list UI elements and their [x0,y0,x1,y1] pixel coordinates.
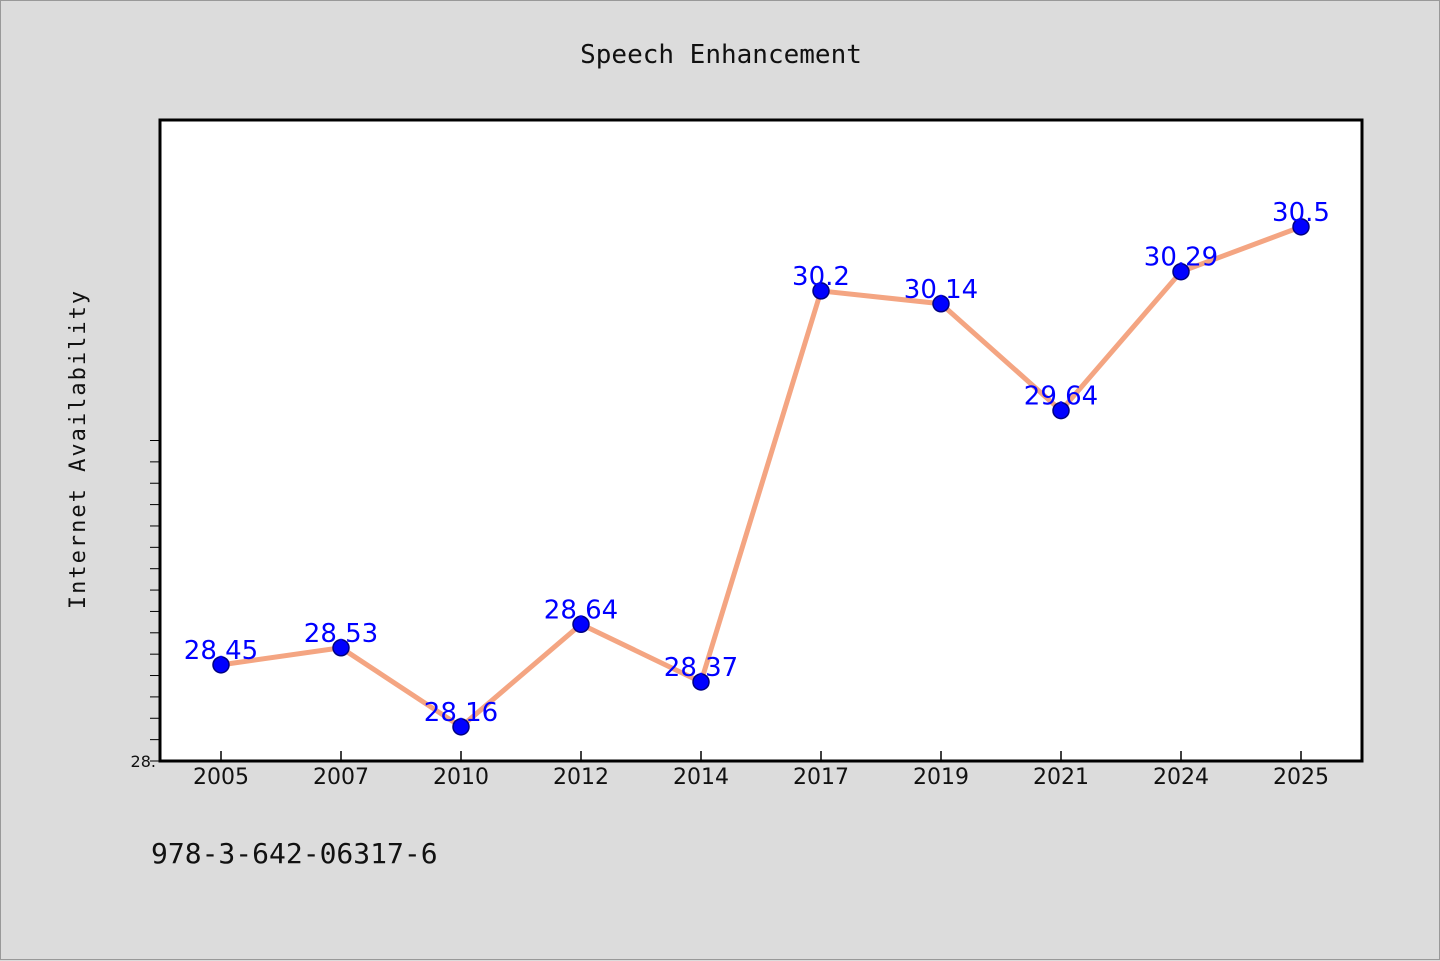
data-label: 30.2 [792,262,850,292]
x-tick-label: 2025 [1273,765,1329,790]
data-label: 28.45 [184,636,258,666]
x-tick-label: 2010 [433,765,489,790]
x-tick-label: 2007 [313,765,369,790]
data-labels: 28.45 28.53 28.16 28.64 28.37 30.2 30.14 29.64 3… [184,198,1330,728]
x-tick-label: 2017 [793,765,849,790]
plot-area [158,118,1364,763]
x-tick-label: 2012 [553,765,609,790]
data-point [932,295,950,313]
data-label: 28.37 [664,653,738,683]
data-point [1052,401,1070,420]
data-point [692,673,710,691]
data-point [332,639,350,657]
y-axis-ticks: 28. [131,440,160,771]
data-point [1172,262,1190,281]
footer-isbn: 978-3-642-06317-6 [151,837,438,870]
series-layer [212,218,1310,736]
data-label: 30.29 [1144,243,1218,273]
x-tick-label: 2014 [673,765,729,790]
series-line [218,224,1304,730]
x-tick-label: 2019 [913,765,969,790]
data-label: 30.14 [904,275,978,305]
x-axis-ticks: 2005 2007 2010 2012 2014 2017 2019 2021 2024 2025 [193,751,1329,790]
data-point [572,615,590,634]
data-label: 28.64 [544,595,618,625]
data-label: 29.64 [1024,382,1098,412]
data-label: 28.16 [424,698,498,728]
x-tick-label: 2024 [1153,765,1209,790]
chart-title: Speech Enhancement [580,40,862,70]
data-point [212,656,230,674]
data-point [452,718,470,736]
x-tick-label: 2005 [193,765,249,790]
data-point [812,282,830,300]
data-label: 28.53 [304,619,378,649]
y-axis-label: Internet Availability [66,289,91,609]
data-point [1292,218,1310,236]
data-label: 30.5 [1272,198,1330,228]
y-tick-label: 28. [131,752,156,771]
x-tick-label: 2021 [1033,765,1089,790]
